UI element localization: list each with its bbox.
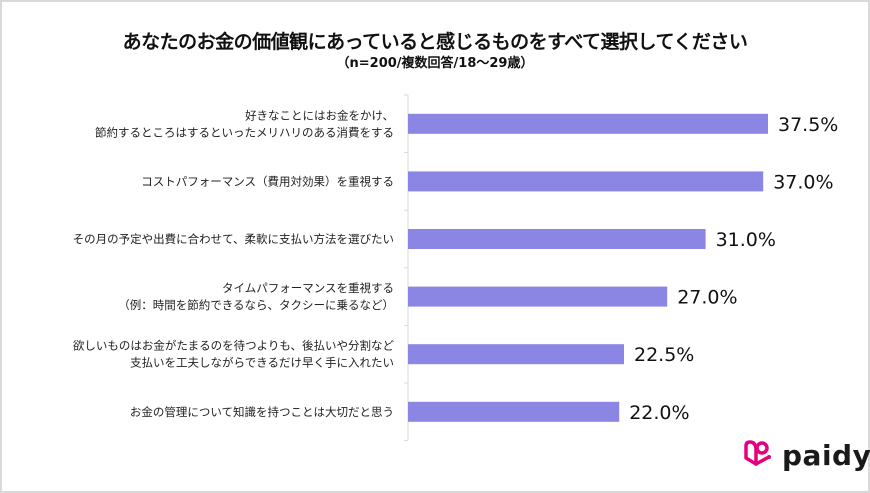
bar xyxy=(408,401,620,422)
paidy-logo-text: paidy xyxy=(782,438,870,472)
category-label: タイムパフォーマンスを重視する xyxy=(222,281,394,295)
bar xyxy=(408,229,706,249)
category-label: 節約するところはするといったメリハリのある消費をする xyxy=(95,125,394,139)
category-label: お金の管理について知識を持つことは大切だと思う xyxy=(130,405,394,419)
chart-title: あなたのお金の価値観にあっていると感じるものをすべて選択してください xyxy=(122,31,748,53)
category-label: （例：時間を節約できるなら、タクシーに乗るなど） xyxy=(118,298,394,312)
data-label: 22.0% xyxy=(629,402,689,424)
bar xyxy=(408,344,624,365)
category-label: その月の予定や出費に合わせて、柔軟に支払い方法を選びたい xyxy=(73,232,394,246)
category-label: コストパフォーマンス（費用対効果）を重視する xyxy=(141,174,394,188)
paidy-logo-icon xyxy=(744,440,771,466)
bar xyxy=(408,286,668,307)
data-label: 31.0% xyxy=(716,229,776,251)
data-label: 22.5% xyxy=(634,344,694,366)
bar xyxy=(408,113,768,134)
category-label: 好きなことにはお金をかけ、 xyxy=(245,108,394,122)
data-label: 37.0% xyxy=(773,171,833,193)
category-label: 支払いを工夫しながらできるだけ早く手に入れたい xyxy=(130,356,394,370)
category-label: 欲しいものはお金がたまるのを待つよりも、後払いや分割など xyxy=(73,339,395,353)
bar xyxy=(408,171,764,192)
paidy-logo: paidy xyxy=(740,438,870,472)
data-label: 27.0% xyxy=(677,287,737,309)
chart-subtitle: （n=200/複数回答/18～29歳） xyxy=(336,56,534,71)
data-label: 37.5% xyxy=(778,114,838,136)
